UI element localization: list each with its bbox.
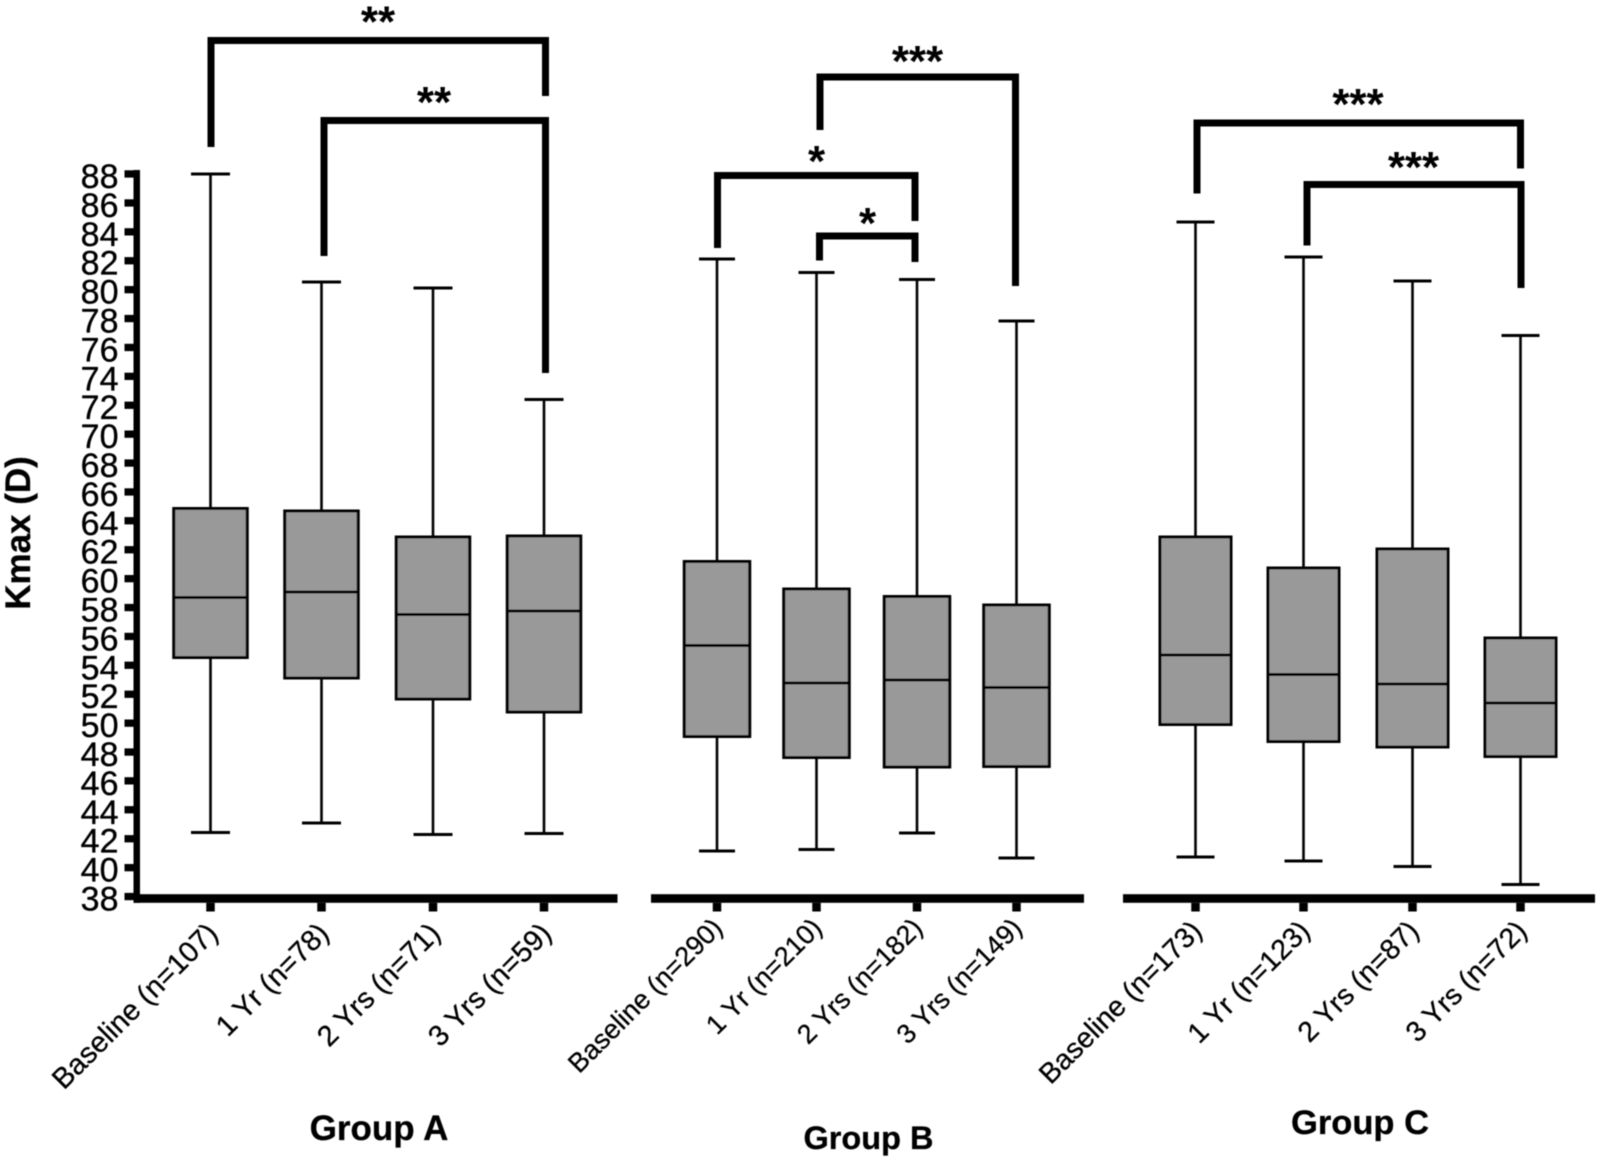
svg-text:82: 82 xyxy=(81,245,119,283)
svg-text:*: * xyxy=(859,199,877,248)
svg-text:84: 84 xyxy=(81,216,119,254)
svg-text:**: ** xyxy=(417,78,452,127)
svg-text:*: * xyxy=(808,137,826,186)
svg-text:Baseline (n=107): Baseline (n=107) xyxy=(46,917,224,1095)
svg-text:Group A: Group A xyxy=(310,1109,449,1148)
svg-text:66: 66 xyxy=(81,476,119,514)
svg-text:86: 86 xyxy=(81,187,119,225)
svg-text:Group C: Group C xyxy=(1291,1104,1429,1142)
svg-text:***: *** xyxy=(1332,80,1384,129)
svg-text:76: 76 xyxy=(81,331,119,369)
svg-text:Baseline (n=173): Baseline (n=173) xyxy=(1033,915,1209,1091)
svg-text:88: 88 xyxy=(81,158,119,196)
svg-text:80: 80 xyxy=(81,274,119,312)
svg-text:Kmax (D): Kmax (D) xyxy=(0,456,38,610)
svg-text:**: ** xyxy=(361,0,396,47)
svg-text:62: 62 xyxy=(81,534,119,572)
svg-text:68: 68 xyxy=(81,447,119,485)
svg-text:Baseline (n=290): Baseline (n=290) xyxy=(562,913,728,1079)
svg-text:74: 74 xyxy=(81,360,119,398)
svg-text:58: 58 xyxy=(81,592,119,630)
svg-text:42: 42 xyxy=(81,823,119,861)
svg-text:***: *** xyxy=(892,37,944,86)
svg-text:40: 40 xyxy=(81,852,119,890)
svg-text:70: 70 xyxy=(81,418,119,456)
svg-text:78: 78 xyxy=(81,303,119,341)
svg-text:***: *** xyxy=(1388,143,1440,192)
svg-text:54: 54 xyxy=(81,649,119,687)
svg-text:48: 48 xyxy=(81,736,119,774)
svg-text:Group B: Group B xyxy=(804,1120,934,1156)
svg-text:64: 64 xyxy=(81,505,119,543)
svg-text:44: 44 xyxy=(81,794,119,832)
svg-text:72: 72 xyxy=(81,389,119,427)
svg-text:46: 46 xyxy=(81,765,119,803)
svg-text:56: 56 xyxy=(81,620,119,658)
svg-text:38: 38 xyxy=(81,881,119,919)
svg-text:52: 52 xyxy=(81,678,119,716)
svg-text:50: 50 xyxy=(81,707,119,745)
svg-text:60: 60 xyxy=(81,563,119,601)
